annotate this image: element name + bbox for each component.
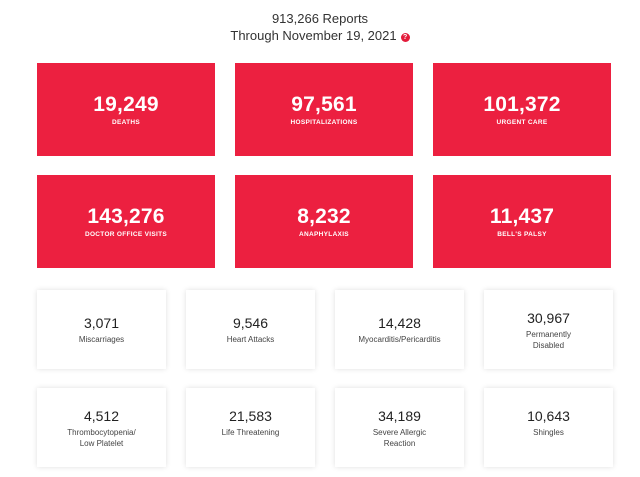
stat-label: Life Threatening [221,428,280,437]
stat-card-permanently-disabled: 30,967 Permanently Disabled [484,290,613,369]
stat-card-hospitalizations: 97,561 HOSPITALIZATIONS [235,63,413,156]
stat-value: 14,428 [378,314,421,331]
stat-value: 21,583 [229,408,272,424]
stat-label: Myocarditis/Pericarditis [358,334,441,344]
stat-label: Miscarriages [78,334,125,344]
stat-label: Thrombocytopenia/ Low Platelet [67,428,136,448]
stat-card-shingles: 10,643 Shingles [484,388,613,467]
stat-card-heart-attacks: 9,546 Heart Attacks [186,290,315,369]
stat-card-miscarriages: 3,071 Miscarriages [37,290,166,369]
stat-card-doctor-office-visits: 143,276 DOCTOR OFFICE VISITS [37,175,215,268]
report-date-line: Through November 19, 2021 ? [230,27,410,44]
question-mark-icon[interactable]: ? [400,32,410,42]
stat-label: URGENT CARE [496,118,548,126]
stat-card-urgent-care: 101,372 URGENT CARE [433,63,611,156]
stat-value: 4,512 [83,408,120,424]
primary-stats-grid: 19,249 DEATHS 97,561 HOSPITALIZATIONS 10… [37,63,612,268]
stat-label: ANAPHYLAXIS [299,230,349,238]
stat-card-thrombocytopenia: 4,512 Thrombocytopenia/ Low Platelet [37,388,166,467]
report-count: 913,266 Reports [271,11,369,26]
stat-card-severe-allergic-reaction: 34,189 Severe Allergic Reaction [335,388,464,467]
stat-card-myocarditis: 14,428 Myocarditis/Pericarditis [335,290,464,369]
stat-value: 11,437 [489,204,555,228]
report-through-date: Through November 19, 2021 [230,28,397,43]
stat-card-anaphylaxis: 8,232 ANAPHYLAXIS [235,175,413,268]
stat-label: Shingles [533,428,564,437]
stat-value: 30,967 [527,310,570,326]
stat-label: DEATHS [111,118,141,126]
stat-label: Severe Allergic Reaction [372,428,427,448]
secondary-stats-grid: 3,071 Miscarriages 9,546 Heart Attacks 1… [37,290,613,467]
stat-value: 9,546 [232,314,269,331]
stat-label: DOCTOR OFFICE VISITS [84,230,168,238]
stat-label: BELL'S PALSY [497,230,547,238]
stat-value: 10,643 [527,408,570,424]
stat-value: 8,232 [297,204,351,228]
stat-value: 143,276 [87,204,165,228]
stat-card-deaths: 19,249 DEATHS [37,63,215,156]
stat-card-life-threatening: 21,583 Life Threatening [186,388,315,467]
stat-value: 3,071 [83,314,120,331]
stat-label: Permanently Disabled [526,330,571,350]
report-header: 913,266 Reports Through November 19, 202… [0,10,640,44]
stat-label: Heart Attacks [226,334,275,344]
stat-value: 97,561 [291,92,357,116]
stat-value: 34,189 [378,408,421,424]
stat-card-bells-palsy: 11,437 BELL'S PALSY [433,175,611,268]
stat-label: HOSPITALIZATIONS [290,118,358,126]
stat-value: 19,249 [93,92,159,116]
stat-value: 101,372 [483,92,561,116]
